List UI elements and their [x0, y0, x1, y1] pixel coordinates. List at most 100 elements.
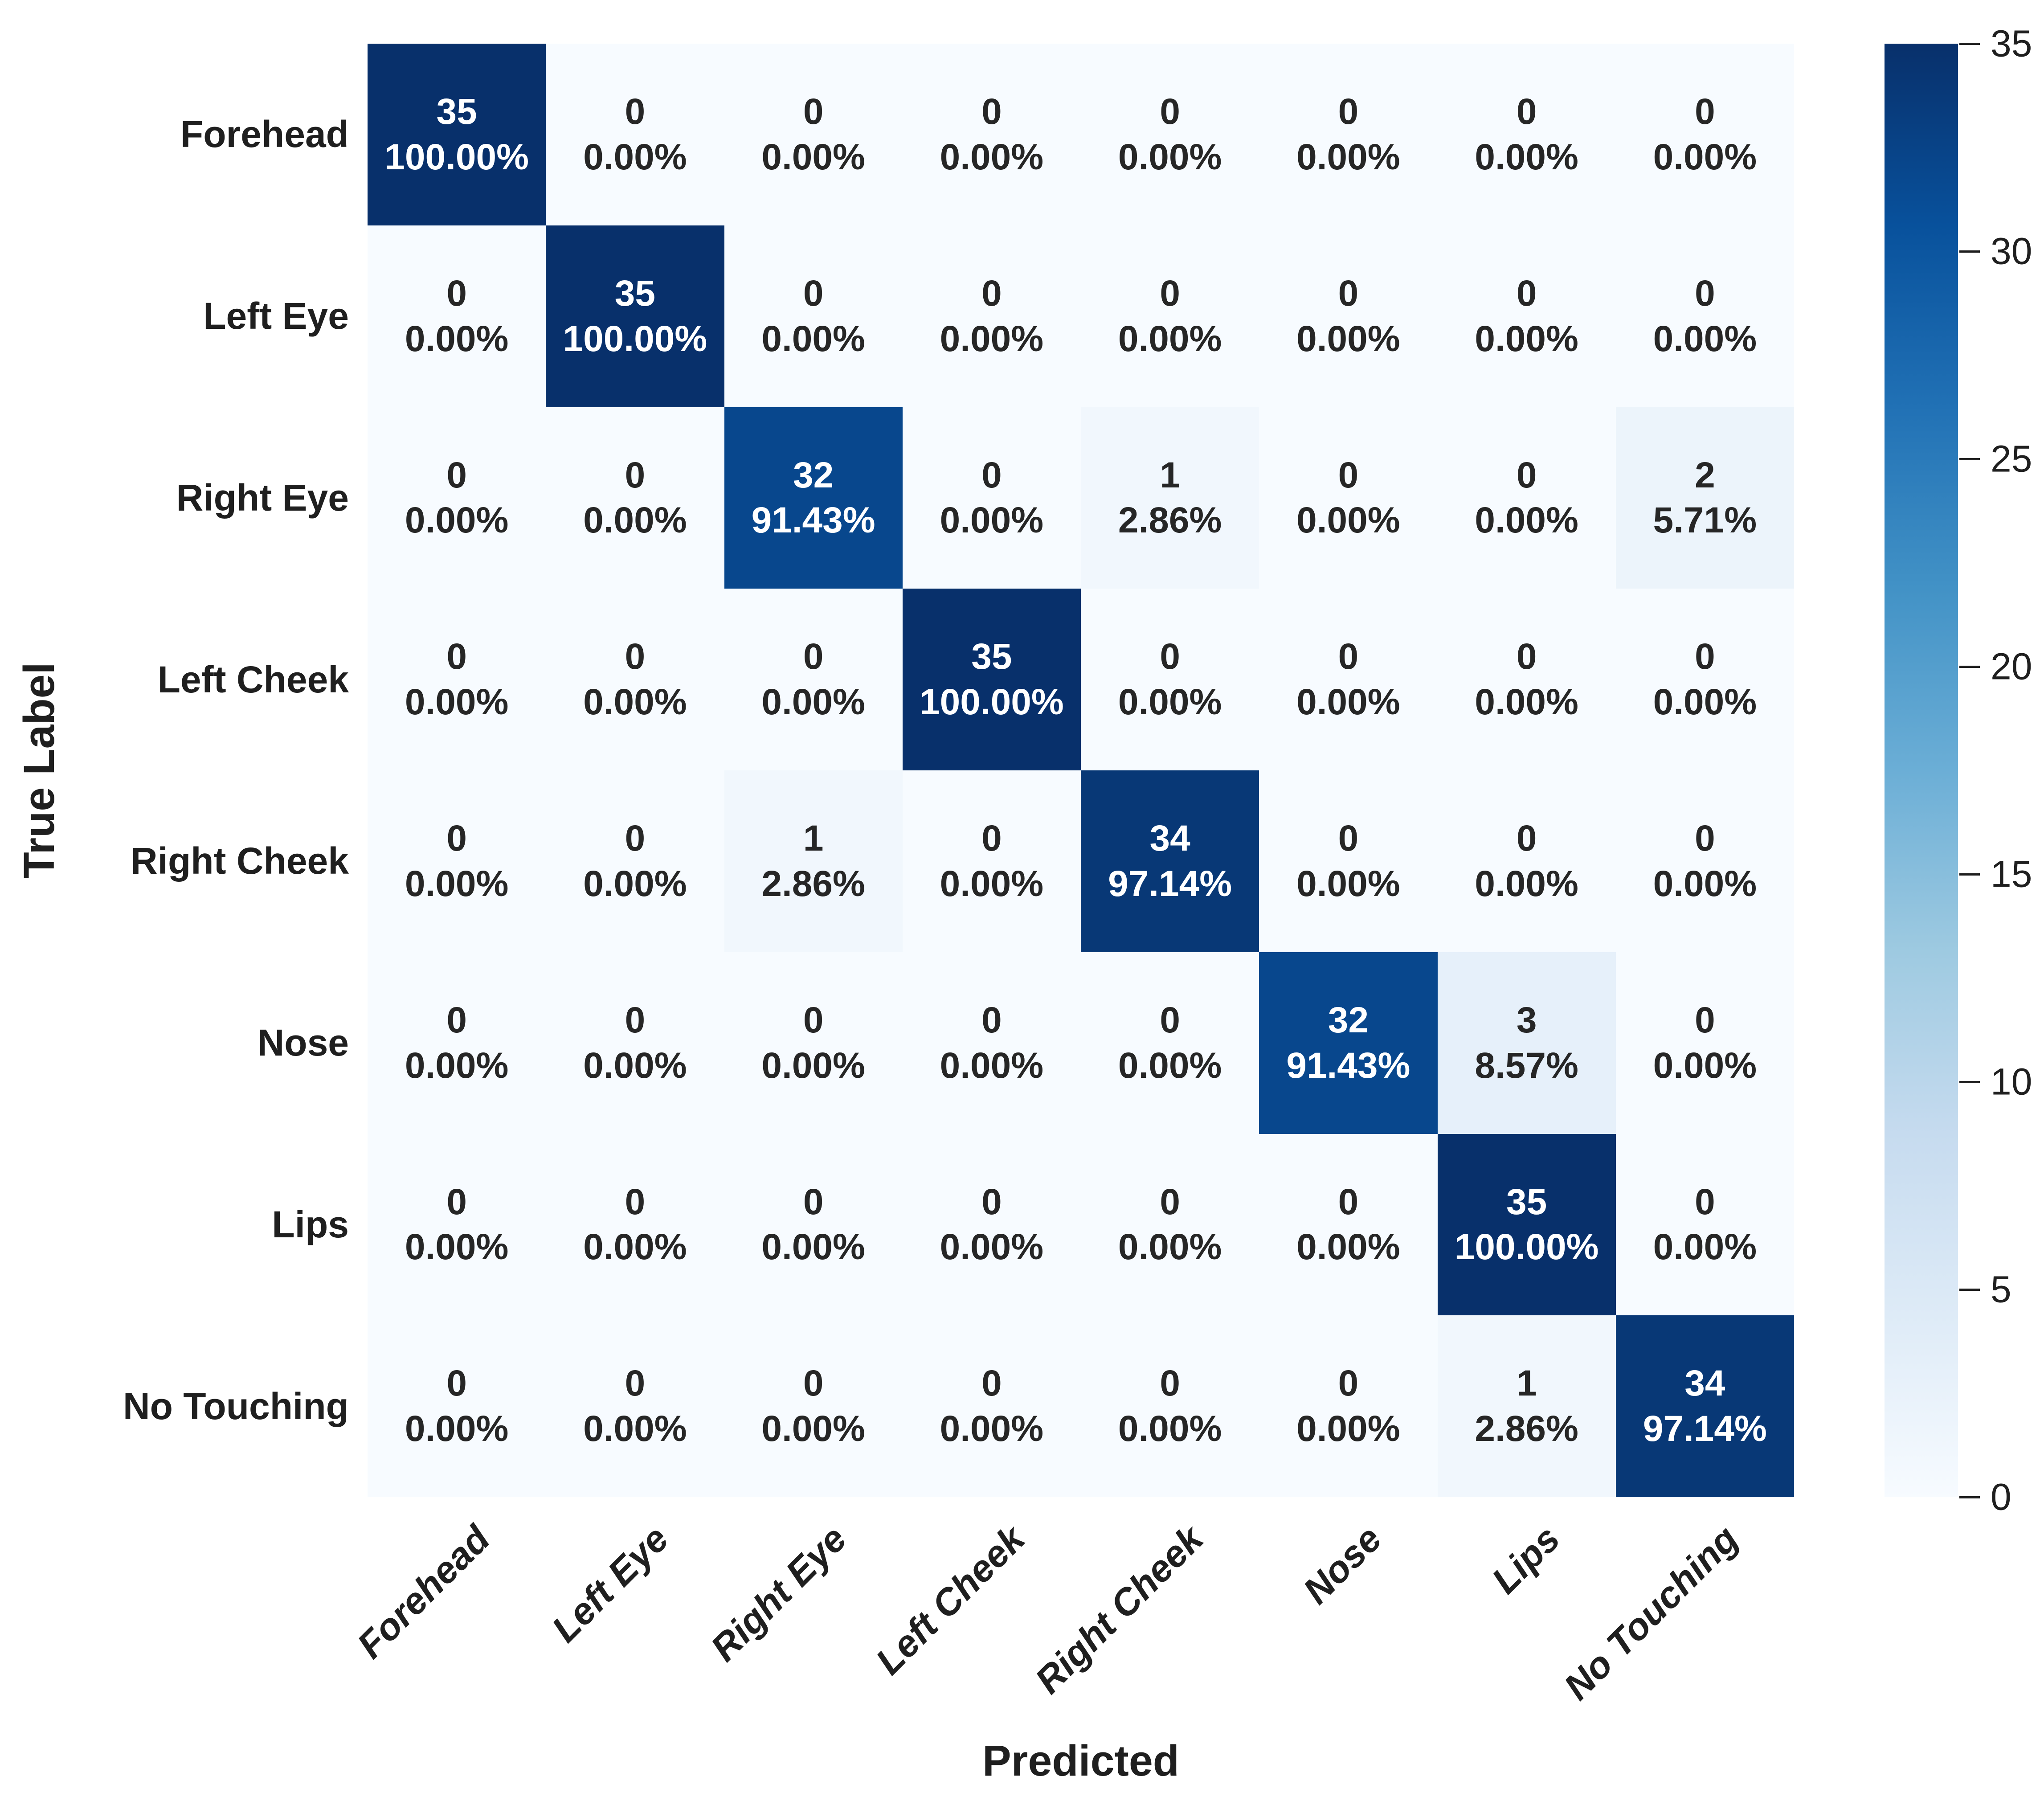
y-tick-label: Lips: [272, 1203, 349, 1245]
heatmap-cell: 0 0.00%: [1615, 225, 1794, 407]
heatmap-cell: 0 0.00%: [1259, 770, 1438, 952]
cell-count: 0: [1160, 1363, 1180, 1404]
y-axis-title-text: True Label: [15, 662, 63, 879]
cell-percent: 100.00%: [920, 682, 1064, 723]
cell-percent: 0.00%: [583, 682, 687, 723]
colorbar-tick-mark: [1959, 665, 1980, 668]
y-tick-label: No Touching: [123, 1385, 349, 1427]
heatmap-cell: 0 0.00%: [1437, 225, 1616, 407]
heatmap-cell: 0 0.00%: [1615, 770, 1794, 952]
cell-percent: 97.14%: [1108, 863, 1232, 904]
heatmap-cell: 0 0.00%: [1259, 225, 1438, 407]
heatmap-cell: 0 0.00%: [546, 1134, 724, 1316]
heatmap-cell: 0 0.00%: [1615, 44, 1794, 225]
colorbar-tick-mark: [1959, 1496, 1980, 1498]
cell-count: 0: [1160, 1181, 1180, 1222]
cell-count: 3: [1516, 999, 1537, 1040]
cell-count: 32: [793, 454, 834, 495]
y-tick-label: Forehead: [180, 113, 349, 156]
cell-percent: 0.00%: [761, 1227, 865, 1268]
colorbar-tick-label: 5: [1991, 1268, 2011, 1310]
cell-percent: 0.00%: [940, 136, 1044, 177]
heatmap-cell: 0 0.00%: [902, 407, 1081, 589]
cell-percent: 0.00%: [940, 500, 1044, 541]
cell-percent: 0.00%: [1296, 136, 1400, 177]
heatmap-cell: 0 0.00%: [1081, 1315, 1259, 1497]
cell-percent: 0.00%: [761, 318, 865, 359]
x-tick-labels: Forehead Left Eye Right Eye Left Cheek Right…: [349, 1497, 1794, 1773]
colorbar-tick-mark: [1959, 1080, 1980, 1083]
x-tick-label: Right Cheek: [1027, 1517, 1211, 1702]
cell-count: 0: [446, 1181, 467, 1222]
cell-count: 0: [1338, 91, 1359, 132]
cell-count: 34: [1684, 1363, 1725, 1404]
x-axis-title-text: Predicted: [982, 1736, 1180, 1785]
colorbar-tick-mark: [1959, 1288, 1980, 1291]
heatmap-cell: 0 0.00%: [724, 44, 903, 225]
colorbar-tick-label: 25: [1991, 438, 2032, 480]
cell-count: 0: [446, 1363, 467, 1404]
colorbar-tick-mark: [1959, 458, 1980, 460]
cell-percent: 0.00%: [1653, 318, 1757, 359]
cell-count: 0: [446, 818, 467, 859]
heatmap-cell: 0 0.00%: [546, 952, 724, 1134]
cell-count: 0: [803, 91, 824, 132]
heatmap-cell: 1 2.86%: [1437, 1315, 1616, 1497]
colorbar-tick-mark: [1959, 42, 1980, 45]
colorbar-tick-label: 20: [1991, 645, 2032, 688]
cell-count: 0: [625, 1363, 646, 1404]
cell-count: 0: [1516, 636, 1537, 677]
heatmap-cell: 34 97.14%: [1615, 1315, 1794, 1497]
cell-percent: 0.00%: [405, 682, 509, 723]
cell-percent: 0.00%: [761, 682, 865, 723]
heatmap-cell: 0 0.00%: [368, 407, 546, 589]
heatmap-cell: 0 0.00%: [368, 589, 546, 770]
cell-percent: 0.00%: [761, 136, 865, 177]
cell-count: 0: [625, 636, 646, 677]
cell-percent: 0.00%: [583, 1408, 687, 1449]
cell-percent: 0.00%: [1118, 136, 1222, 177]
cell-percent: 97.14%: [1643, 1408, 1767, 1449]
heatmap-cell: 35 100.00%: [546, 225, 724, 407]
cell-count: 0: [1516, 91, 1537, 132]
cell-count: 0: [1338, 273, 1359, 314]
heatmap-cell: 0 0.00%: [1615, 589, 1794, 770]
cell-count: 0: [981, 1363, 1002, 1404]
cell-percent: 0.00%: [583, 136, 687, 177]
colorbar-tick-label: 15: [1991, 853, 2032, 895]
cell-count: 0: [1516, 273, 1537, 314]
heatmap-cell: 32 91.43%: [1259, 952, 1438, 1134]
cell-count: 0: [1338, 636, 1359, 677]
cell-percent: 0.00%: [1475, 318, 1578, 359]
heatmap-cell: 0 0.00%: [546, 407, 724, 589]
cell-count: 0: [1338, 1181, 1359, 1222]
cell-percent: 0.00%: [1118, 682, 1222, 723]
cell-percent: 0.00%: [405, 500, 509, 541]
heatmap-cell: 3 8.57%: [1437, 952, 1616, 1134]
cell-count: 2: [1695, 454, 1715, 495]
heatmap-cell: 0 0.00%: [1615, 1134, 1794, 1316]
cell-count: 0: [981, 999, 1002, 1040]
heatmap-cell: 0 0.00%: [902, 770, 1081, 952]
cell-percent: 0.00%: [1296, 318, 1400, 359]
cell-count: 0: [803, 1181, 824, 1222]
cell-count: 35: [436, 91, 477, 132]
cell-percent: 91.43%: [751, 500, 875, 541]
x-tick-label: Left Cheek: [867, 1517, 1033, 1682]
heatmap-cell: 0 0.00%: [546, 1315, 724, 1497]
x-tick-label: Right Eye: [703, 1517, 854, 1670]
colorbar-tick-label: 0: [1991, 1476, 2011, 1518]
cell-count: 0: [1695, 91, 1715, 132]
colorbar-tick-label: 30: [1991, 230, 2032, 272]
heatmap-cell: 0 0.00%: [724, 952, 903, 1134]
cell-count: 0: [446, 999, 467, 1040]
cell-percent: 5.71%: [1653, 500, 1757, 541]
cell-count: 0: [446, 454, 467, 495]
cell-percent: 0.00%: [1296, 1408, 1400, 1449]
x-tick-label: Lips: [1484, 1517, 1568, 1602]
cell-count: 0: [1160, 999, 1180, 1040]
cell-count: 0: [803, 1363, 824, 1404]
x-tick-label: No Touching: [1555, 1517, 1746, 1708]
cell-count: 0: [625, 91, 646, 132]
cell-percent: 0.00%: [940, 863, 1044, 904]
